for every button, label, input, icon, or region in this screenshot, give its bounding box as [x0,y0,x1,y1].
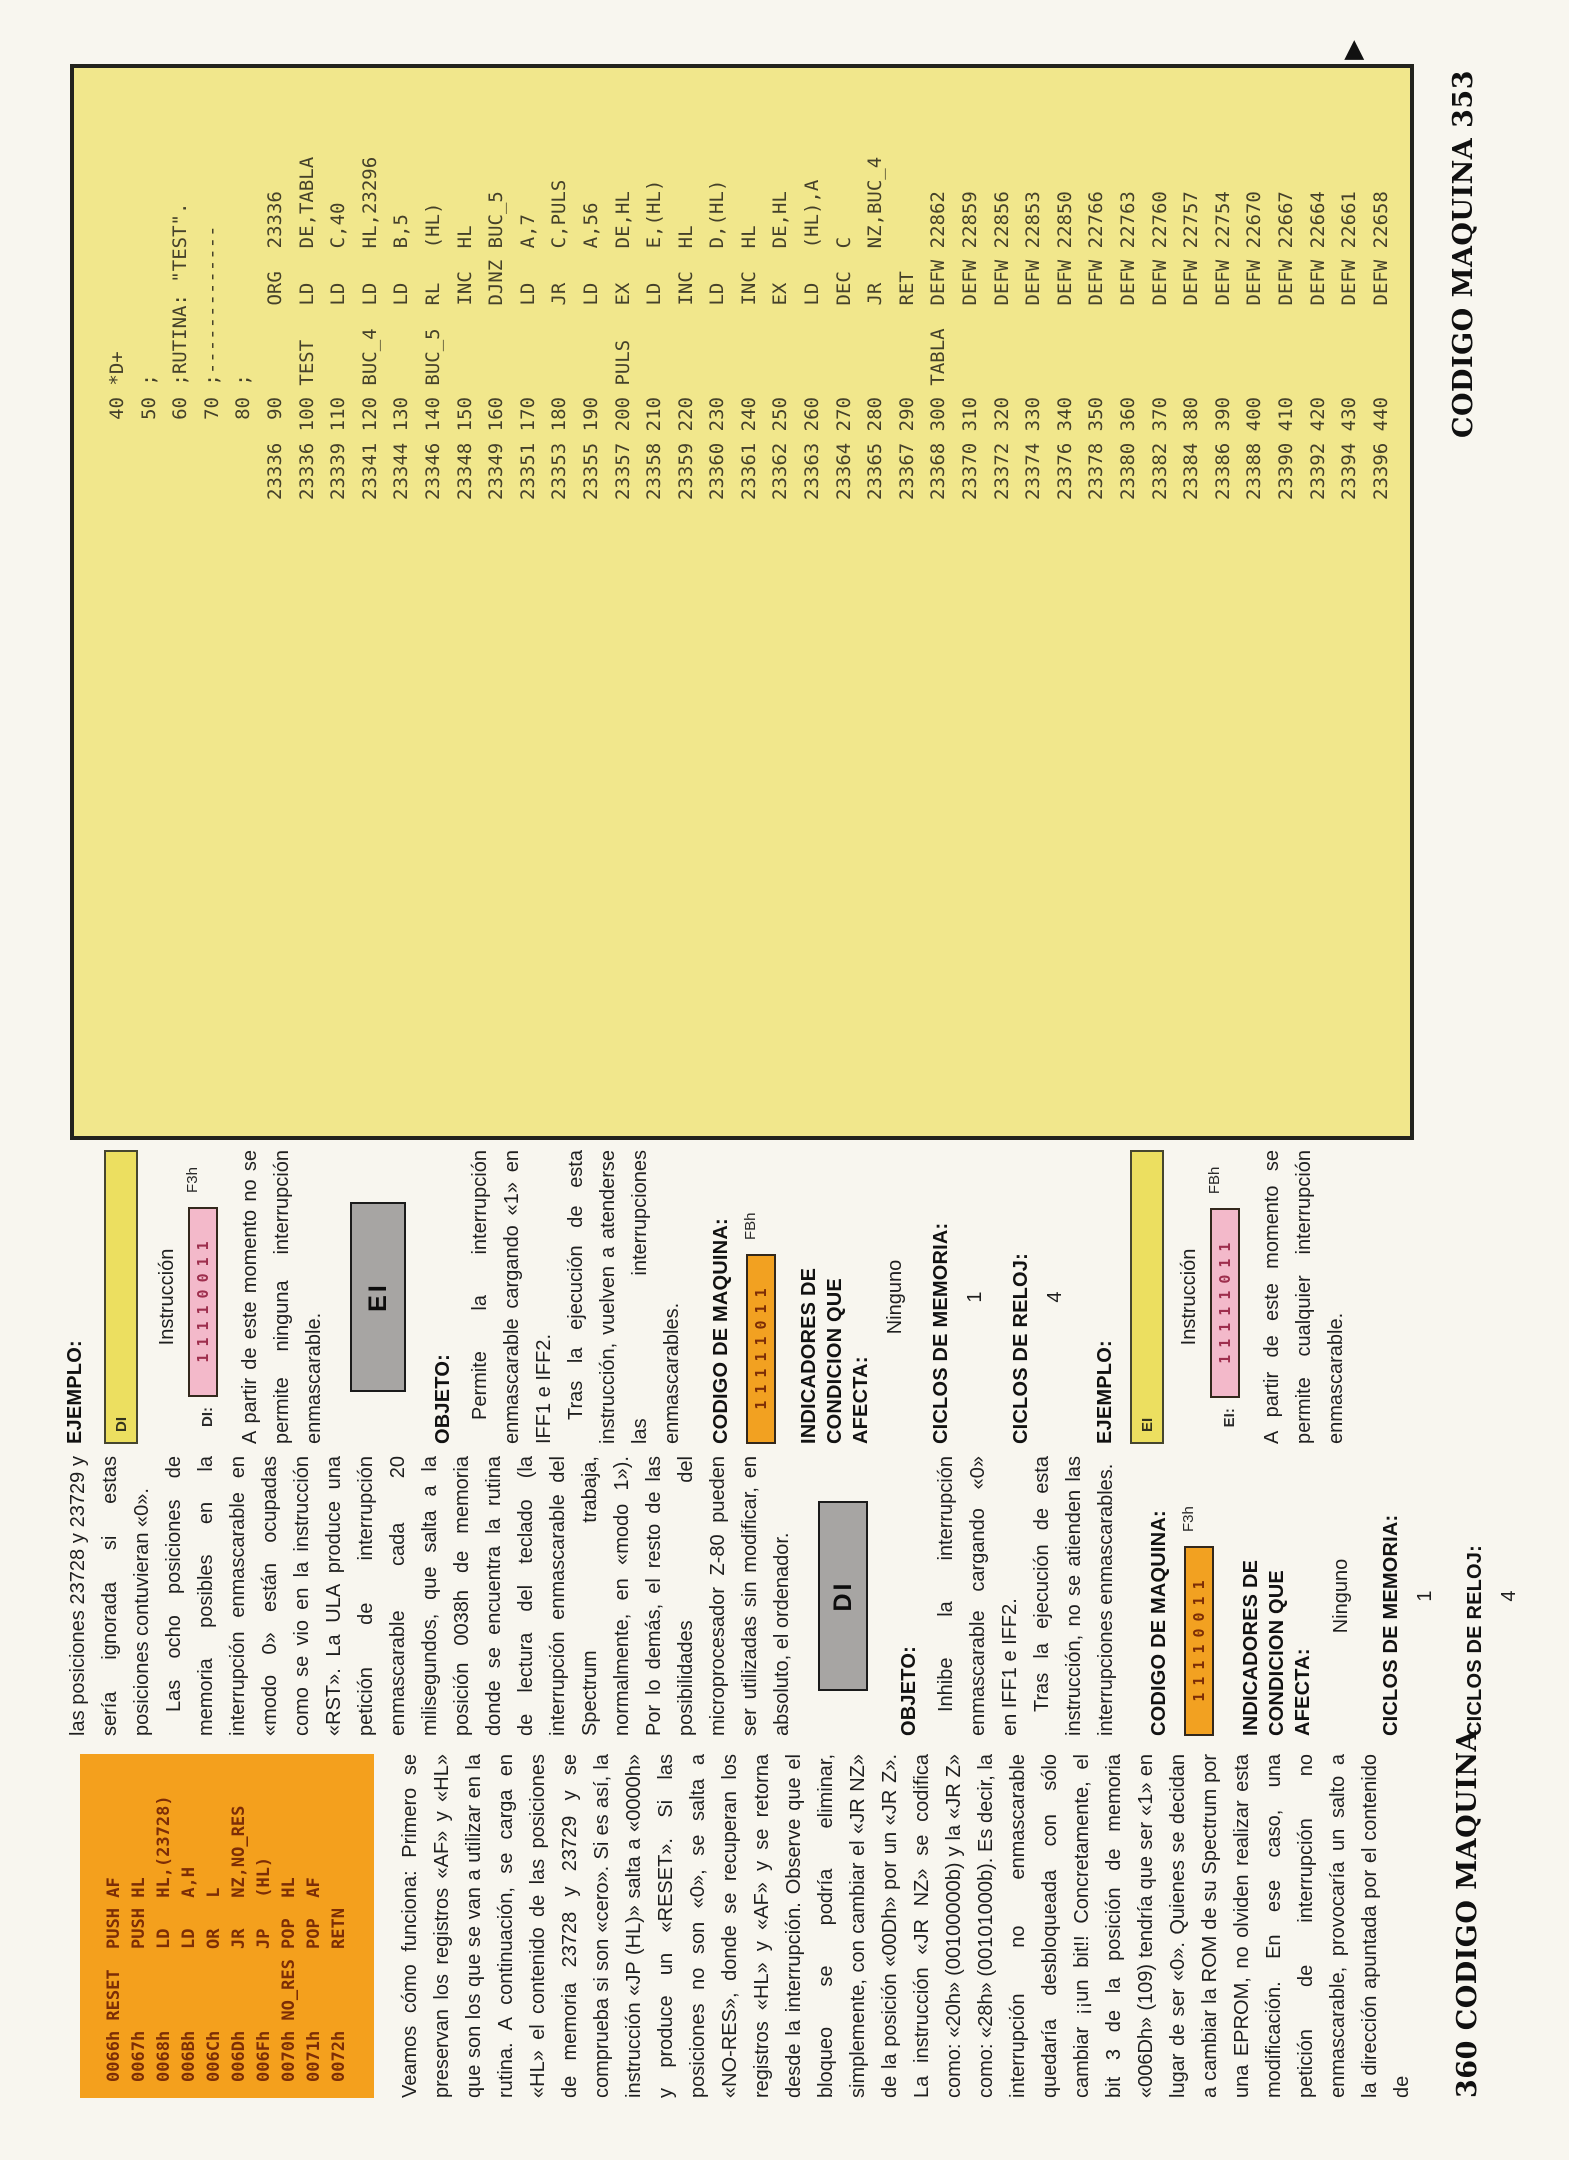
ei-clock-cycles-value: 4 [1044,1291,1066,1303]
di-flags-value: Ninguno [1330,1558,1352,1634]
ei-codigo-heading: CODIGO DE MAQUINA: [710,1218,732,1444]
ejemplo-di-note: A partir de este momento no se permite n… [239,1150,325,1444]
page-360-footer: 360 CODIGO MAQUINA [1452,1730,1483,2098]
di-machine-code-row: 11110011 F3h [1180,1456,1214,1736]
column2-paragraph-1: las posiciones 23728 y 23729 y sería ign… [67,1456,153,1736]
explanation-paragraph: Veamos cómo funciona: Primero se preserv… [399,1754,1413,2098]
ei-binary-code-box: 11111011 [746,1254,776,1444]
ejemplo-ei-note: A partir de este momento se permite cual… [1261,1150,1347,1444]
instruccion-ei-label: Instrucción [1178,1248,1200,1346]
di-objeto-heading: OBJETO: [898,1646,920,1736]
di-codigo-heading: CODIGO DE MAQUINA: [1148,1510,1170,1736]
ejemplo-di-heading: EJEMPLO: [64,1340,86,1444]
ejemplo-di-yellow-box: DI [104,1150,138,1444]
di-memory-cycles-value: 1 [1414,1590,1436,1602]
ei-memory-cycles-heading: CICLOS DE MEMORIA: [930,1222,952,1444]
reset-routine-code-box: 0066h RESET PUSH AF 0067h PUSH HL 0068h … [80,1754,374,2098]
di-mnemonic-box: DI [818,1501,868,1691]
ei-instruction-binary-box: 11111011 [1210,1208,1240,1399]
left-page-column-2: las posiciones 23728 y 23729 y sería ign… [62,1456,1522,1736]
ei-objeto-paragraph-1: Permite la interrupción enmascarable car… [469,1150,555,1444]
ei-memory-cycles-value: 1 [964,1291,986,1303]
assembly-listing-yellow-box: 40 *D+ 50 ; 60 ;RUTINA: "TEST". 70 ;----… [70,64,1414,1140]
di-flags-heading: INDICADORES DE CONDICION QUE AFECTA: [1240,1559,1314,1736]
di-instruction-binary-box: 11110011 [188,1206,218,1397]
ei-mnemonic-box: EI [350,1202,406,1392]
di-objeto-paragraph-2: Tras la ejecución de esta instrucción, n… [1031,1456,1117,1736]
left-page-column-3: EJEMPLO: DI Instrucción DI: 11110011 F3h… [62,1150,1352,1444]
di-prefix-label: DI: [199,1406,216,1427]
reset-routine-code: 0066h RESET PUSH AF 0067h PUSH HL 0068h … [104,1795,349,2082]
di-clock-cycles-value: 4 [1498,1590,1520,1602]
assembly-listing: 40 *D+ 50 ; 60 ;RUTINA: "TEST". 70 ;----… [106,156,1392,500]
ejemplo-ei-heading: EJEMPLO: [1094,1340,1116,1444]
continues-triangle-icon: ▶ [1338,40,1368,60]
ejemplo-ei-yellow-box: EI [1130,1150,1164,1444]
ei-objeto-paragraph-2: Tras la ejecución de esta instrucción, v… [565,1150,683,1444]
di-memory-cycles-heading: CICLOS DE MEMORIA: [1380,1514,1402,1736]
ei-objeto-heading: OBJETO: [432,1354,454,1444]
ei-prefix-label: EI: [1221,1408,1238,1428]
page-353-footer: CODIGO MAQUINA 353 [1448,70,1479,438]
di-binary-code-box: 11110011 [1184,1546,1214,1736]
di-instruction-hex-label: F3h [184,1167,201,1193]
ei-machine-code-row: 11111011 FBh [742,1150,776,1444]
di-clock-cycles-heading: CICLOS DE RELOJ: [1464,1545,1486,1736]
ei-hex-label: FBh [742,1212,759,1240]
di-objeto-paragraph-1: Inhibe la interrupción enmascarable carg… [935,1456,1021,1736]
ei-flags-value: Ninguno [884,1259,906,1335]
di-instruction-binary-row: DI: 11110011 F3h [184,1150,218,1444]
instruccion-di-label: Instrucción [156,1248,178,1346]
di-hex-label: F3h [1180,1506,1197,1532]
column2-paragraph-2: Las ocho posiciones de memoria posibles … [163,1456,793,1736]
ei-flags-heading: INDICADORES DE CONDICION QUE AFECTA: [798,1267,872,1444]
ei-instruction-hex-label: FBh [1206,1166,1223,1195]
ei-instruction-binary-row: EI: 11111011 FBh [1206,1150,1240,1444]
left-page-column-1: 0066h RESET PUSH AF 0067h PUSH HL 0068h … [80,1754,1418,2098]
ei-clock-cycles-heading: CICLOS DE RELOJ: [1010,1253,1032,1444]
